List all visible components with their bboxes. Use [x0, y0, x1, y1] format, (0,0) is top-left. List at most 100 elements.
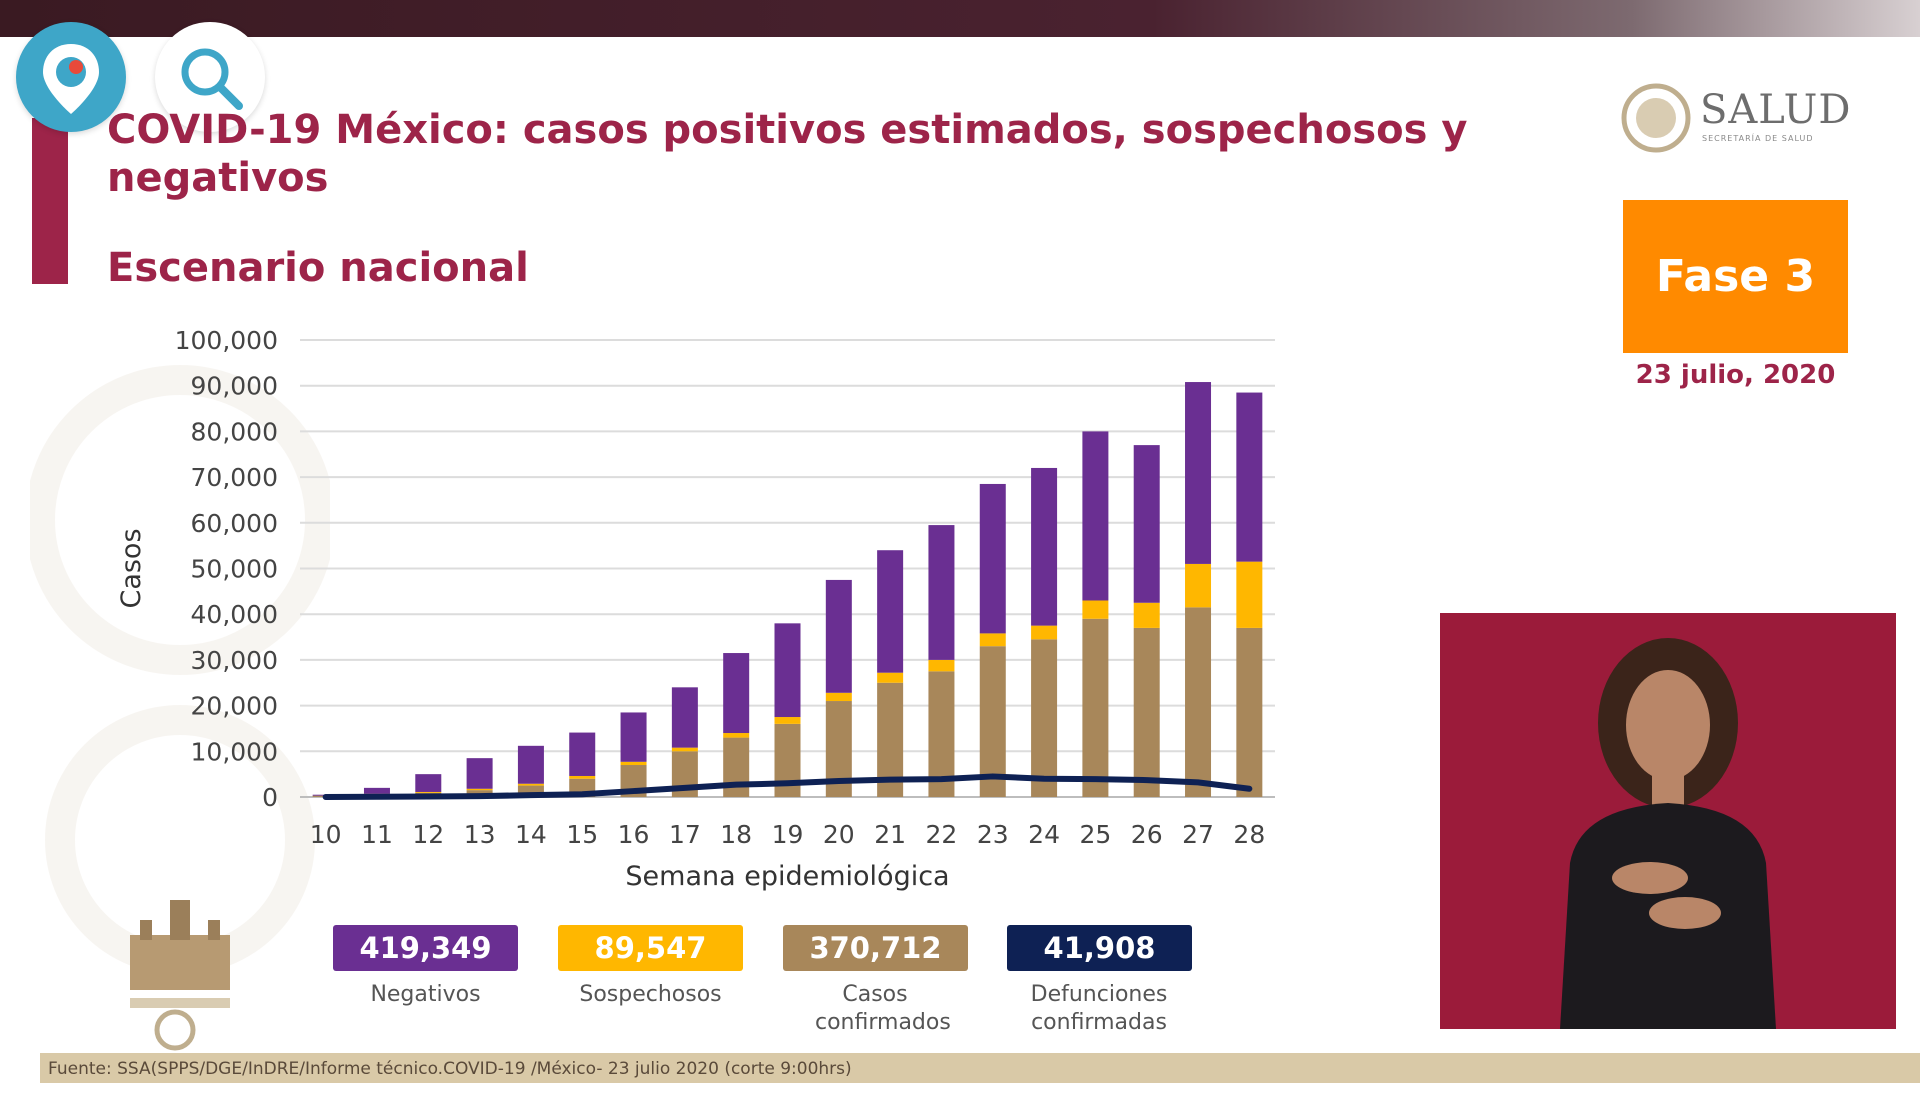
total-negativos: 419,349 Negativos: [333, 925, 518, 1009]
x-tick-label: 25: [1079, 820, 1111, 849]
y-axis-label: Casos: [116, 528, 147, 608]
bar-segment: [517, 745, 544, 784]
x-tick-label: 18: [720, 820, 752, 849]
bar-segment: [1185, 382, 1212, 564]
source-footer: Fuente: SSA(SPPS/DGE/InDRE/Informe técni…: [40, 1053, 1920, 1083]
source-text: Fuente: SSA(SPPS/DGE/InDRE/Informe técni…: [48, 1059, 852, 1079]
bar-segment: [825, 692, 852, 702]
y-tick-label: 80,000: [191, 417, 278, 446]
x-tick-label: 15: [566, 820, 598, 849]
bar-segment: [1236, 392, 1263, 562]
total-label: Defunciones confirmadas: [1030, 982, 1168, 1035]
bar-segment: [825, 579, 852, 693]
slide-subtitle: Escenario nacional: [107, 245, 529, 291]
y-tick-label: 30,000: [191, 646, 278, 675]
bar-segment: [569, 775, 596, 779]
bar-segment: [1031, 467, 1058, 626]
bar-segment: [723, 733, 750, 738]
bar-segment: [1133, 445, 1160, 603]
bar-segment: [620, 712, 647, 762]
bar-segment: [1236, 627, 1263, 797]
report-date: 23 julio, 2020: [1635, 360, 1836, 390]
y-tick-label: 0: [262, 783, 278, 812]
bar-segment: [466, 758, 493, 789]
slide-title: COVID-19 México: casos positivos estimad…: [107, 107, 1468, 201]
bar-segment: [517, 785, 544, 797]
y-tick-label: 40,000: [191, 600, 278, 629]
x-tick-label: 13: [464, 820, 496, 849]
search-icon: [181, 48, 243, 110]
bar-segment: [517, 783, 544, 786]
title-accent-bar: [32, 118, 68, 284]
bar-segment: [1133, 602, 1160, 628]
bar-segment: [1133, 627, 1160, 797]
bar-segment: [774, 623, 801, 718]
x-tick-label: 21: [874, 820, 906, 849]
x-tick-label: 22: [926, 820, 958, 849]
bar-segment: [1031, 625, 1058, 640]
bar-segment: [466, 788, 493, 791]
total-label: Sospechosos: [579, 982, 722, 1007]
y-tick-label: 50,000: [191, 555, 278, 584]
stacked-bar-chart: 0 10,000 20,000 30,000 40,000 50,000 60,000 70,…: [116, 326, 1275, 892]
bar-segment: [363, 787, 390, 794]
bar-segment: [877, 672, 904, 683]
x-tick-label: 19: [772, 820, 804, 849]
bar-segment: [979, 483, 1006, 634]
phase-badge: Fase 3: [1623, 200, 1848, 353]
bar-segment: [620, 761, 647, 766]
y-tick-label: 90,000: [191, 372, 278, 401]
logo-title: SALUD: [1700, 87, 1852, 133]
total-value: 370,712: [783, 925, 968, 971]
total-value: 41,908: [1007, 925, 1192, 971]
bar-segment: [671, 747, 698, 752]
x-tick-label: 17: [669, 820, 701, 849]
bar-segment: [1082, 618, 1109, 797]
sign-language-interpreter-video: [1440, 613, 1896, 1029]
bar-segment: [979, 646, 1006, 797]
logo-subtitle: SECRETARÍA DE SALUD: [1702, 134, 1814, 143]
x-tick-label: 24: [1028, 820, 1060, 849]
bar-segment: [1082, 600, 1109, 619]
bar-segment: [928, 525, 955, 660]
x-axis-label: Semana epidemiológica: [625, 861, 949, 892]
total-defunciones: 41,908 Defunciones confirmadas: [1007, 925, 1192, 1037]
x-tick-label: 27: [1182, 820, 1214, 849]
search-button[interactable]: [155, 22, 265, 132]
total-casos-confirmados: 370,712 Casos confirmados: [783, 925, 968, 1037]
monument-illustration: [130, 900, 230, 1051]
bar-segment: [1185, 607, 1212, 797]
bar-segment: [415, 791, 442, 793]
x-tick-label: 14: [515, 820, 547, 849]
x-tick-label: 10: [310, 820, 342, 849]
bar-segment: [415, 774, 442, 792]
total-sospechosos: 89,547 Sospechosos: [558, 925, 743, 1009]
y-tick-label: 100,000: [175, 326, 278, 355]
bar-segment: [671, 687, 698, 748]
interpreter-figure: [1560, 638, 1776, 1029]
bar-segment: [1236, 561, 1263, 628]
bar-segment: [774, 717, 801, 724]
total-value: 89,547: [558, 925, 743, 971]
x-tick-label: 16: [618, 820, 650, 849]
bar-segment: [1185, 563, 1212, 608]
bar-segment: [723, 653, 750, 734]
y-tick-label: 20,000: [191, 692, 278, 721]
periscope-icon: [43, 44, 99, 114]
eagle-seal-icon: [1621, 83, 1691, 153]
bar-segment: [877, 550, 904, 673]
x-tick-label: 28: [1233, 820, 1265, 849]
x-tick-label: 23: [977, 820, 1009, 849]
y-tick-label: 70,000: [191, 463, 278, 492]
y-tick-label: 60,000: [191, 509, 278, 538]
bar-segment: [928, 659, 955, 672]
y-tick-label: 10,000: [191, 737, 278, 766]
x-tick-label: 12: [412, 820, 444, 849]
salud-logo: SALUD SECRETARÍA DE SALUD: [1620, 82, 1850, 162]
bar-segment: [979, 633, 1006, 647]
bar-segment: [569, 732, 596, 776]
total-value: 419,349: [333, 925, 518, 971]
bar-segment: [1031, 639, 1058, 797]
periscope-button[interactable]: [16, 22, 126, 132]
x-tick-label: 11: [361, 820, 393, 849]
